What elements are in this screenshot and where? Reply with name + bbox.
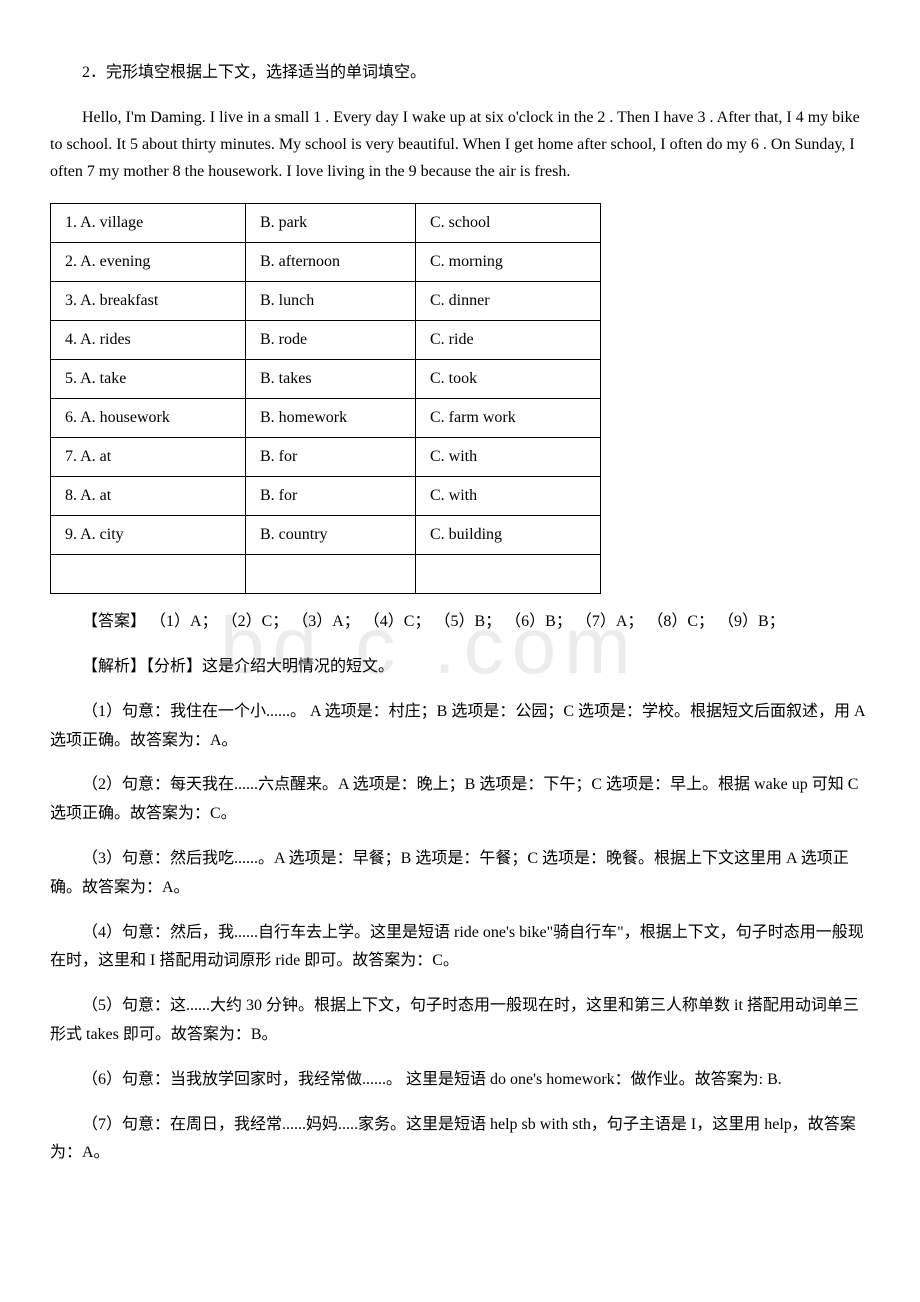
option-cell: C. morning: [416, 243, 601, 282]
explain-item: （5）句意：这......大约 30 分钟。根据上下文，句子时态用一般现在时，这…: [50, 992, 870, 1050]
explain-item: （7）句意：在周日，我经常......妈妈.....家务。这里是短语 help …: [50, 1111, 870, 1169]
option-cell: 3. A. breakfast: [51, 282, 246, 321]
answer-label: 【答案】: [82, 613, 146, 630]
explain-item: （1）句意：我住在一个小......。 A 选项是：村庄；B 选项是：公园；C …: [50, 698, 870, 756]
document-content: 2．完形填空根据上下文，选择适当的单词填空。 Hello, I'm Daming…: [50, 60, 870, 1168]
option-cell: B. lunch: [246, 282, 416, 321]
table-row: 6. A. housework B. homework C. farm work: [51, 399, 601, 438]
option-cell: B. homework: [246, 399, 416, 438]
option-cell: B. for: [246, 438, 416, 477]
option-cell-empty: [246, 555, 416, 594]
option-cell: 1. A. village: [51, 204, 246, 243]
table-row-empty: [51, 555, 601, 594]
table-row: 3. A. breakfast B. lunch C. dinner: [51, 282, 601, 321]
option-cell: C. with: [416, 438, 601, 477]
option-cell: C. ride: [416, 321, 601, 360]
options-table: 1. A. village B. park C. school 2. A. ev…: [50, 203, 601, 594]
option-cell: 9. A. city: [51, 516, 246, 555]
explain-item: （4）句意：然后，我......自行车去上学。这里是短语 ride one's …: [50, 919, 870, 977]
explain-item: （2）句意：每天我在......六点醒来。A 选项是：晚上；B 选项是：下午；C…: [50, 771, 870, 829]
explain-item: （6）句意：当我放学回家时，我经常做......。 这里是短语 do one's…: [50, 1066, 870, 1095]
option-cell: B. for: [246, 477, 416, 516]
passage-text: Hello, I'm Daming. I live in a small 1 .…: [50, 104, 870, 186]
table-row: 7. A. at B. for C. with: [51, 438, 601, 477]
option-cell: C. farm work: [416, 399, 601, 438]
explain-heading: 【解析】【分析】这是介绍大明情况的短文。: [50, 653, 870, 682]
question-title-text: ．完形填空根据上下文，选择适当的单词填空。: [90, 64, 426, 81]
option-cell: 5. A. take: [51, 360, 246, 399]
table-row: 9. A. city B. country C. building: [51, 516, 601, 555]
option-cell: 4. A. rides: [51, 321, 246, 360]
option-cell: C. building: [416, 516, 601, 555]
question-number: 2: [82, 64, 90, 81]
table-row: 4. A. rides B. rode C. ride: [51, 321, 601, 360]
answer-line: 【答案】 （1）A； （2）C； （3）A； （4）C； （5）B； （6）B；…: [50, 608, 870, 637]
option-cell: 2. A. evening: [51, 243, 246, 282]
table-row: 8. A. at B. for C. with: [51, 477, 601, 516]
question-title: 2．完形填空根据上下文，选择适当的单词填空。: [50, 60, 870, 86]
option-cell-empty: [51, 555, 246, 594]
explain-item: （3）句意：然后我吃......。A 选项是：早餐；B 选项是：午餐；C 选项是…: [50, 845, 870, 903]
option-cell: 8. A. at: [51, 477, 246, 516]
option-cell: C. school: [416, 204, 601, 243]
table-row: 5. A. take B. takes C. took: [51, 360, 601, 399]
option-cell-empty: [416, 555, 601, 594]
options-tbody: 1. A. village B. park C. school 2. A. ev…: [51, 204, 601, 594]
option-cell: B. park: [246, 204, 416, 243]
option-cell: B. country: [246, 516, 416, 555]
option-cell: 7. A. at: [51, 438, 246, 477]
option-cell: B. afternoon: [246, 243, 416, 282]
option-cell: C. dinner: [416, 282, 601, 321]
answer-text: （1）A； （2）C； （3）A； （4）C； （5）B； （6）B； （7）A…: [146, 613, 785, 630]
option-cell: C. took: [416, 360, 601, 399]
option-cell: B. rode: [246, 321, 416, 360]
option-cell: B. takes: [246, 360, 416, 399]
table-row: 1. A. village B. park C. school: [51, 204, 601, 243]
option-cell: C. with: [416, 477, 601, 516]
option-cell: 6. A. housework: [51, 399, 246, 438]
table-row: 2. A. evening B. afternoon C. morning: [51, 243, 601, 282]
